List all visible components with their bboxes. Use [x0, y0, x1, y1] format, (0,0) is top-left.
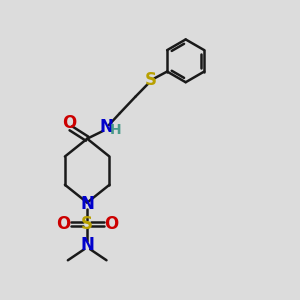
- Text: O: O: [104, 215, 119, 233]
- Text: S: S: [81, 215, 93, 233]
- Text: N: N: [80, 195, 94, 213]
- Text: S: S: [145, 71, 157, 89]
- Text: N: N: [100, 118, 113, 136]
- Text: N: N: [80, 236, 94, 254]
- Text: O: O: [56, 215, 70, 233]
- Text: H: H: [110, 123, 122, 137]
- Text: O: O: [62, 114, 76, 132]
